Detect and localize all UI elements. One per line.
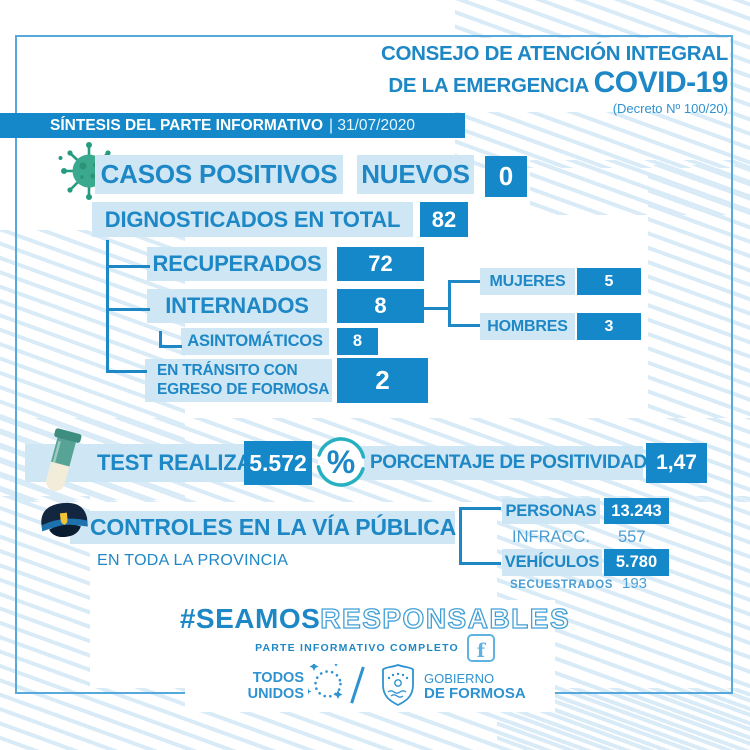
personas-value: 13.243 [604,498,669,524]
internados-split-mujeres [451,280,480,283]
police-cap-icon [41,502,88,538]
facebook-icon[interactable]: f [466,634,495,662]
todos-line1: TODOS [252,670,304,686]
hashtag: #SEAMOSRESPONSABLES [0,602,750,635]
hombres-value: 3 [577,313,641,340]
asintomaticos-label: ASINTOMÁTICOS [181,328,329,355]
personas-label: PERSONAS [502,498,600,524]
report-link-text: PARTE INFORMATIVO COMPLETO [255,642,459,654]
percent-glyph: % [327,444,355,480]
tree-branch-transito [109,370,147,373]
recuperados-value: 72 [337,247,424,281]
title-covid: COVID-19 [593,65,729,99]
page-title: CONSEJO DE ATENCIÓN INTEGRAL DE LA EMERG… [381,42,728,117]
title-line2: DE LA EMERGENCIA COVID-19 [381,66,728,101]
tree-branch-recuperados [109,265,150,268]
gobierno-line2: DE FORMOSA [424,685,526,703]
banner-title: SÍNTESIS DEL PARTE INFORMATIVO [50,116,324,134]
provincia-backdrop [105,543,435,600]
report-link-row: PARTE INFORMATIVO COMPLETO f [0,634,750,662]
infracciones-value: 557 [618,528,646,546]
asintomaticos-connector-v [159,331,162,348]
test-tube-icon [46,428,82,491]
internados-label: INTERNADOS [147,289,327,323]
report-banner: SÍNTESIS DEL PARTE INFORMATIVO | 31/07/2… [0,113,465,138]
internados-split-v [448,280,451,327]
test-realizados-value: 5.572 [244,441,312,485]
hashtag-outline: RESPONSABLES [320,602,571,634]
banner-date: | 31/07/2020 [329,116,415,134]
recuperados-label: RECUPERADOS [147,247,327,281]
tree-branch-internados [109,308,150,311]
todos-unidos-logo-text: TODOS UNIDOS [238,670,304,702]
gobierno-formosa-logo-text: GOBIERNO DE FORMOSA [424,671,526,703]
secuestrados-label: SECUESTRADOS [510,579,614,591]
infracciones-label: INFRACC. [512,528,590,546]
todos-line2: UNIDOS [247,685,304,702]
gobierno-line1: GOBIERNO [424,671,495,686]
positividad-value: 1,47 [646,443,707,483]
todos-unidos-stars-icon [308,664,343,699]
formosa-coat-of-arms-icon [382,664,414,707]
casos-positivos-label: CASOS POSITIVOS [95,155,343,194]
secuestrados-value: 193 [622,575,648,592]
tree-vertical [106,240,109,373]
transito-label-line1: EN TRÁNSITO CON [157,361,298,379]
title-line2-text: DE LA EMERGENCIA [388,73,589,97]
internados-split-hombres [451,324,480,327]
asintomaticos-value: 8 [337,328,378,355]
transito-label: EN TRÁNSITO CON EGRESO DE FORMOSA [145,359,332,402]
nuevos-value: 0 [485,156,527,197]
mujeres-value: 5 [577,268,641,295]
nuevos-label: NUEVOS [357,155,474,194]
diagnosticados-value: 82 [420,202,468,237]
internados-value: 8 [337,289,424,323]
controls-bracket [459,507,501,565]
header-backdrop [350,38,730,112]
stripes-right [648,165,750,418]
asintomaticos-connector-h [162,345,182,348]
facebook-glyph: f [476,639,486,662]
provincia-subtitle: EN TODA LA PROVINCIA [97,552,289,569]
transito-label-line2: EGRESO DE FORMOSA [157,380,330,398]
title-line1: CONSEJO DE ATENCIÓN INTEGRAL [381,42,728,65]
hombres-label: HOMBRES [480,313,575,340]
internados-split-in [424,307,450,310]
vehiculos-label: VEHÍCULOS [502,549,602,576]
positividad-band: PORCENTAJE DE POSITIVIDAD [336,446,647,480]
mujeres-label: MUJERES [480,268,575,295]
diagnosticados-label: DIGNOSTICADOS EN TOTAL [92,202,413,237]
vehiculos-value: 5.780 [604,549,669,576]
hashtag-solid: #SEAMOS [179,603,321,634]
controles-band: CONTROLES EN LA VÍA PÚBLICA [70,511,456,544]
transito-value: 2 [337,358,428,403]
decree-text: (Decreto Nº 100/20) [612,101,728,117]
percent-icon: % [316,437,366,487]
